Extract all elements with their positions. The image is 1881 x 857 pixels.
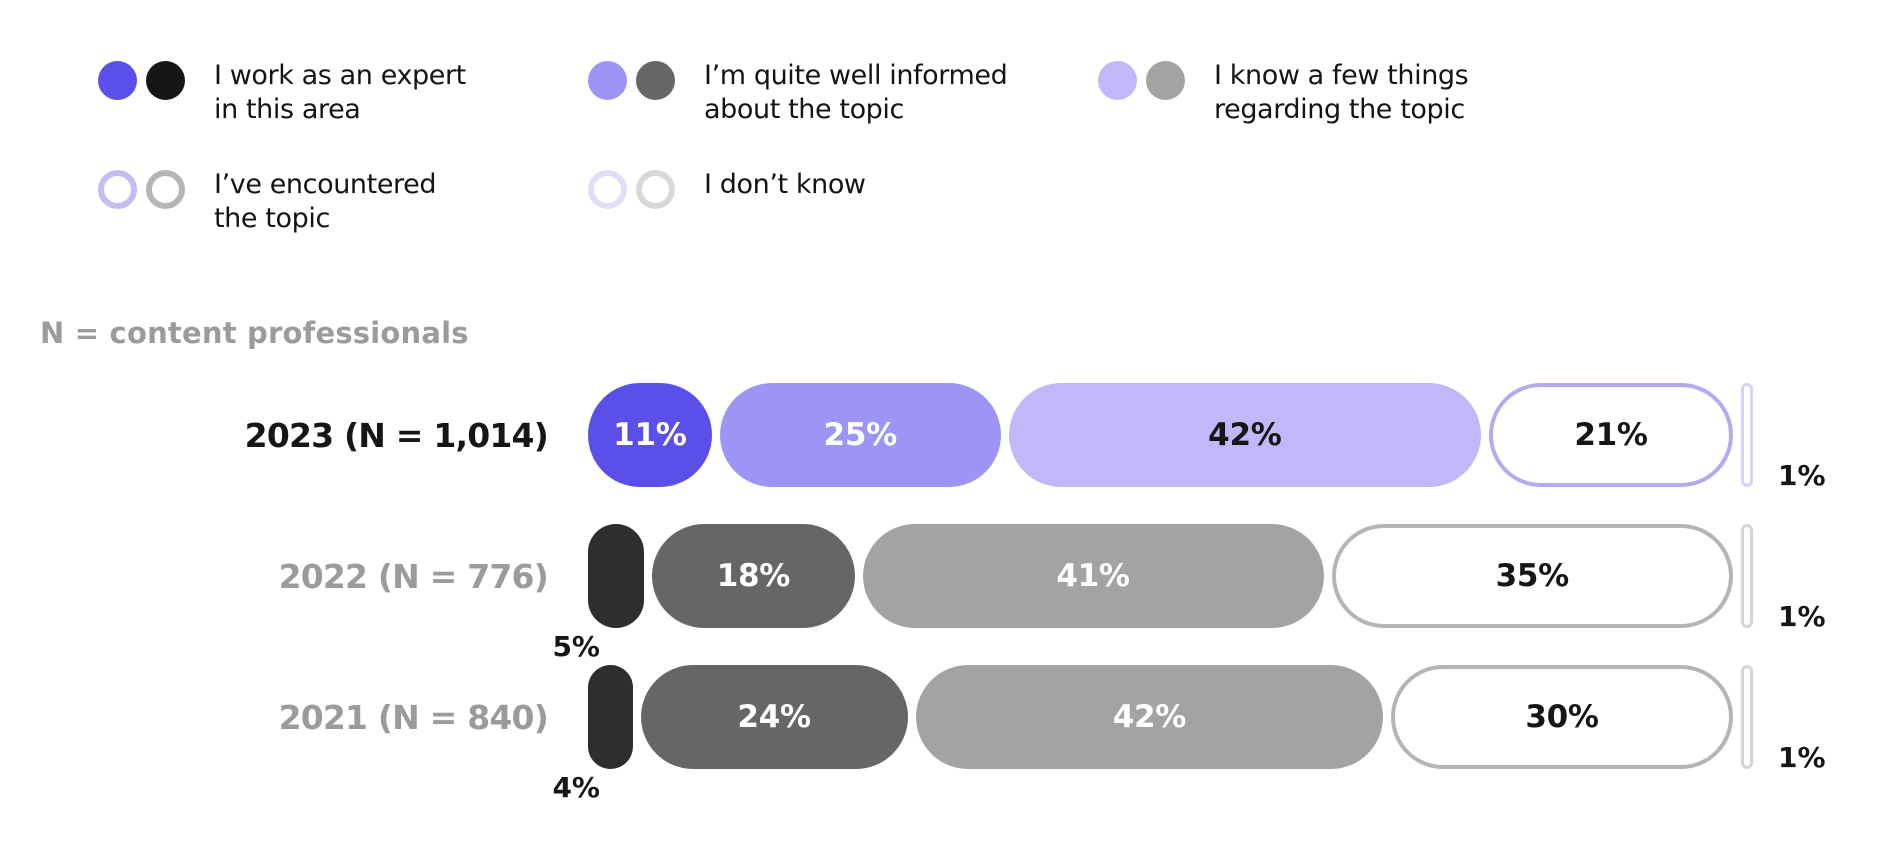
year-row: 2023 (N = 1,014) 11% 25% 42% 21% 1% — [0, 383, 1826, 492]
bar-segment: 1% — [1741, 524, 1826, 633]
chart: 2023 (N = 1,014) 11% 25% 42% 21% 1% 2022 (N = … — [0, 383, 1826, 806]
legend-label: I know a few things regarding the topic — [1214, 60, 1469, 125]
legend-gray-dot-icon — [1146, 61, 1185, 100]
outside-label: 1% — [1778, 741, 1826, 774]
legend-purple-dot-icon — [98, 61, 137, 100]
legend-label: I’m quite well informed about the topic — [704, 60, 1008, 125]
legend-purple-ring-icon — [588, 170, 627, 209]
stacked-bar: 5% 18% 41% 35% 1% — [552, 524, 1826, 663]
segment-label: 18% — [716, 558, 791, 594]
bar-segment: 1% — [1741, 383, 1826, 492]
bar-segment: 42% — [1008, 383, 1481, 487]
bar-segment: 35% — [1331, 524, 1733, 628]
legend-item-expert: I work as an expert in this area — [98, 60, 484, 127]
row-label: 2023 (N = 1,014) — [244, 415, 549, 455]
bar-segment: 11% — [588, 383, 712, 487]
bar-segment: 21% — [1488, 383, 1734, 487]
row-label: 2022 (N = 776) — [278, 556, 549, 596]
outside-label: 4% — [552, 771, 600, 804]
legend-item-well-informed: I’m quite well informed about the topic — [588, 60, 1034, 127]
legend-purple-dot-icon — [588, 61, 627, 100]
segment-label: 42% — [1112, 699, 1187, 735]
year-row: 2021 (N = 840) 4% 24% 42% 30% 1% — [0, 665, 1826, 804]
legend-gray-ring-icon — [146, 170, 185, 209]
segment-label: 24% — [737, 699, 811, 735]
segment-label: 30% — [1525, 699, 1599, 735]
segment-label: 35% — [1495, 558, 1570, 594]
legend-gray-dot-icon — [636, 61, 675, 100]
segment-label: 41% — [1056, 558, 1130, 594]
outside-label: 1% — [1778, 459, 1826, 492]
legend-item-encountered: I’ve encountered the topic — [98, 169, 454, 236]
sample-note: N = content professionals — [40, 316, 469, 350]
stacked-bar: 11% 25% 42% 21% 1% — [588, 383, 1826, 492]
legend-label: I don’t know — [704, 169, 866, 200]
segment-label: 21% — [1574, 417, 1648, 453]
legend-purple-ring-icon — [98, 170, 137, 209]
bar-segment: 1% — [1741, 665, 1826, 774]
legend-purple-dot-icon — [1098, 61, 1137, 100]
legend-item-few-things: I know a few things regarding the topic — [1098, 60, 1514, 127]
segment-label: 42% — [1208, 417, 1282, 453]
segment-label: 11% — [613, 417, 687, 453]
row-label: 2021 (N = 840) — [278, 697, 549, 737]
legend-gray-ring-icon — [636, 170, 675, 209]
legend-label: I work as an expert in this area — [214, 60, 466, 125]
bar-segment: 24% — [640, 665, 908, 769]
bar-segment: 25% — [719, 383, 1001, 487]
year-row: 2022 (N = 776) 5% 18% 41% 35% 1% — [0, 524, 1826, 663]
legend-label: I’ve encountered the topic — [214, 169, 437, 234]
legend-item-dont-know: I don’t know — [588, 169, 1024, 209]
legend-gray-dot-icon — [146, 61, 185, 100]
bar-segment: 5% — [552, 524, 645, 663]
outside-label: 1% — [1778, 600, 1826, 633]
segment-label: 25% — [823, 417, 898, 453]
bar-segment: 30% — [1391, 665, 1733, 769]
stacked-bar: 4% 24% 42% 30% 1% — [552, 665, 1826, 804]
bar-segment: 41% — [862, 524, 1324, 628]
bar-segment: 18% — [652, 524, 855, 628]
bar-segment: 4% — [552, 665, 633, 804]
bar-segment: 42% — [915, 665, 1384, 769]
outside-label: 5% — [552, 630, 600, 663]
